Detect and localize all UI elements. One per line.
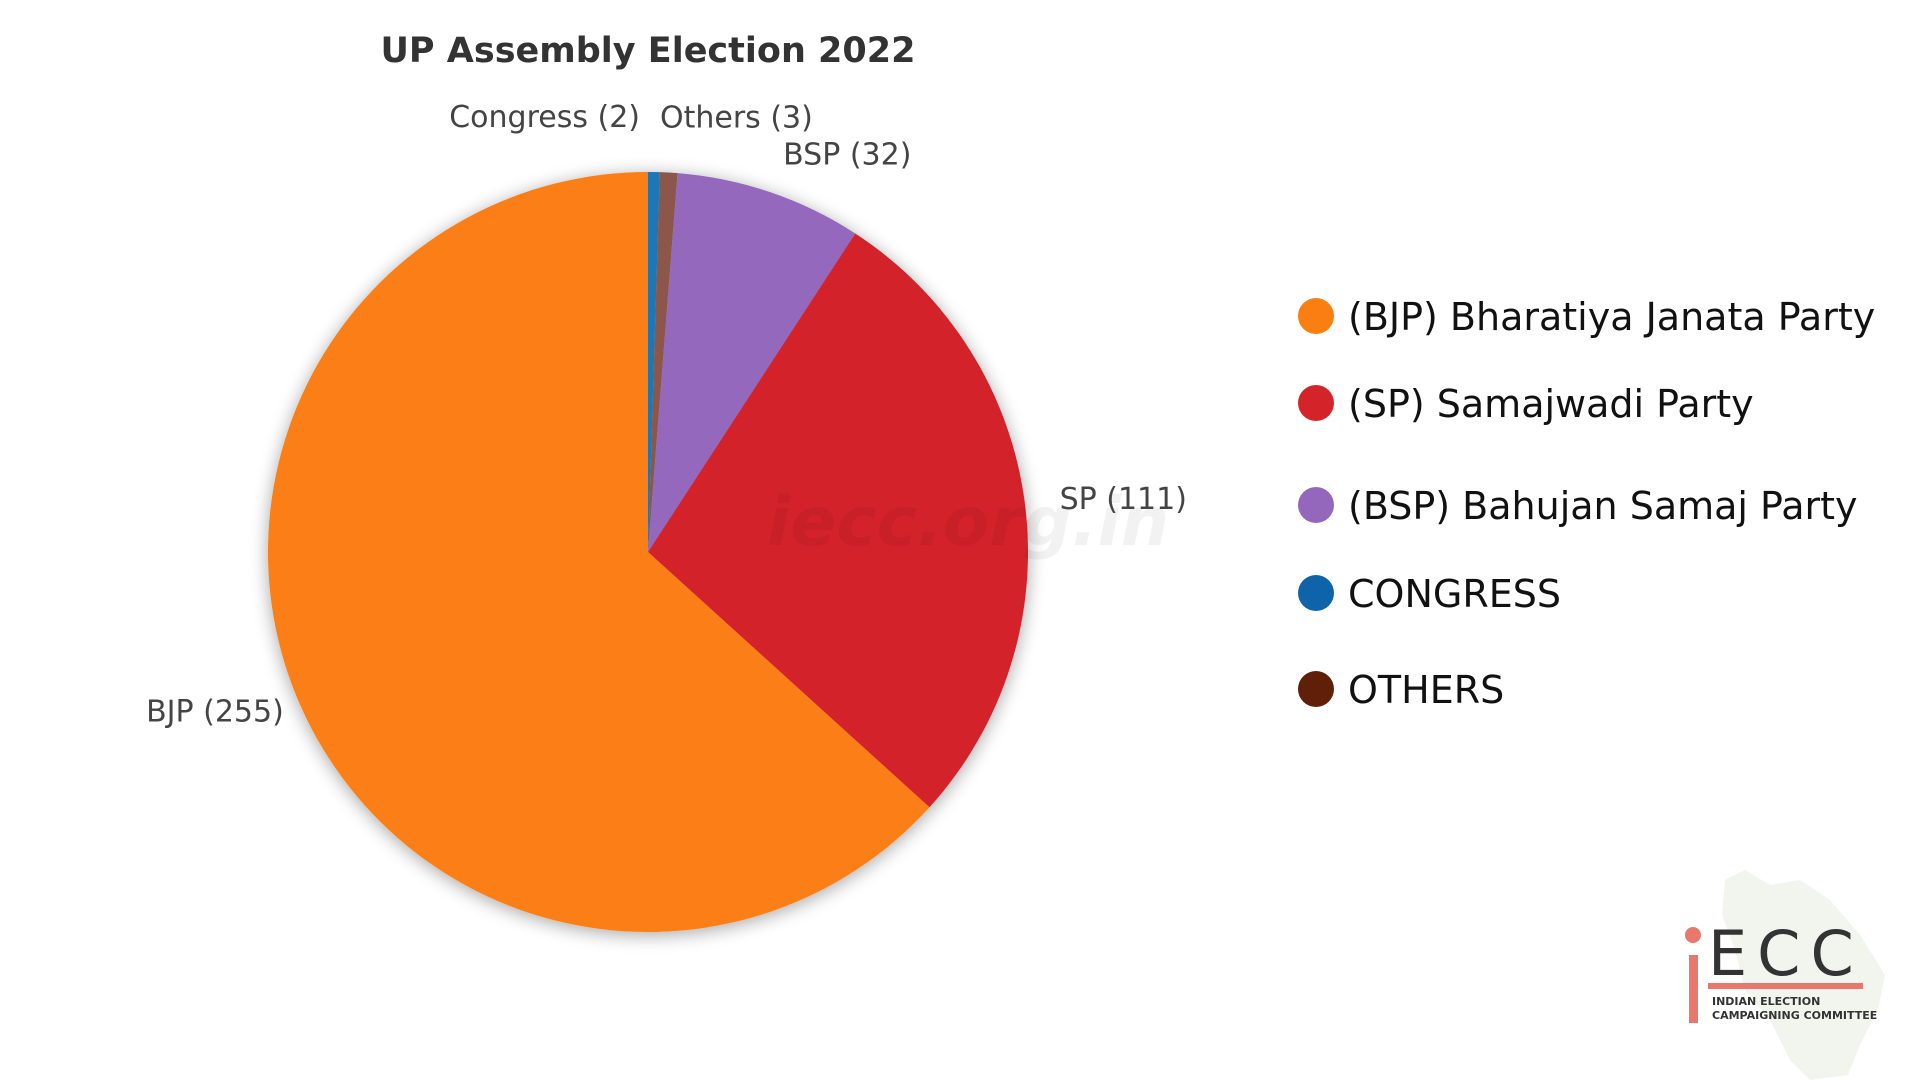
legend-swatch xyxy=(1298,385,1334,421)
india-map-watermark xyxy=(1722,870,1885,1080)
legend-swatch xyxy=(1298,575,1334,611)
logo-underline xyxy=(1708,983,1863,989)
logo-i-dot xyxy=(1685,927,1701,943)
legend-item: (BJP) Bharatiya Janata Party xyxy=(1298,295,1875,339)
legend-label: OTHERS xyxy=(1348,668,1504,712)
legend-swatch xyxy=(1298,671,1334,707)
legend-item: (BSP) Bahujan Samaj Party xyxy=(1298,484,1858,528)
slice-label-bjp: BJP (255) xyxy=(146,695,284,730)
legend-swatch xyxy=(1298,487,1334,523)
legend-item: CONGRESS xyxy=(1298,572,1561,616)
legend-label: (BJP) Bharatiya Janata Party xyxy=(1348,295,1875,339)
legend-label: (BSP) Bahujan Samaj Party xyxy=(1348,484,1858,528)
iecc-logo: ECC INDIAN ELECTION CAMPAIGNING COMMITTE… xyxy=(1685,870,1885,1080)
legend-item: (SP) Samajwadi Party xyxy=(1298,382,1754,426)
pie-slice-others xyxy=(648,172,678,552)
logo-line2: CAMPAIGNING COMMITTEE xyxy=(1712,1009,1877,1022)
legend-swatch xyxy=(1298,298,1334,334)
slice-label-bsp: BSP (32) xyxy=(783,137,911,172)
logo-i-stem xyxy=(1689,955,1698,1023)
pie-slice-congress xyxy=(648,171,660,552)
pie-slice-sp xyxy=(648,233,1029,808)
logo-line1: INDIAN ELECTION xyxy=(1712,995,1820,1008)
slice-label-others: Others (3) xyxy=(660,101,813,136)
slice-labels: Congress (2) Others (3)BSP (32) SP (111) BJ… xyxy=(146,100,1187,730)
pie-slice-bsp xyxy=(648,173,856,552)
legend-label: CONGRESS xyxy=(1348,572,1561,616)
watermark-text: iecc.org.in xyxy=(767,483,1169,562)
pie-slice-bjp xyxy=(268,172,930,932)
chart-title: UP Assembly Election 2022 xyxy=(381,31,916,71)
slice-label-sp: SP (111) xyxy=(1060,482,1187,517)
legend-label: (SP) Samajwadi Party xyxy=(1348,382,1754,426)
legend-item: OTHERS xyxy=(1298,668,1504,712)
slice-label-congress: Congress (2) xyxy=(449,100,640,135)
pie-chart xyxy=(268,171,1029,932)
legend: (BJP) Bharatiya Janata Party (SP) Samajwa… xyxy=(1298,295,1875,712)
logo-acronym: ECC xyxy=(1708,917,1864,990)
